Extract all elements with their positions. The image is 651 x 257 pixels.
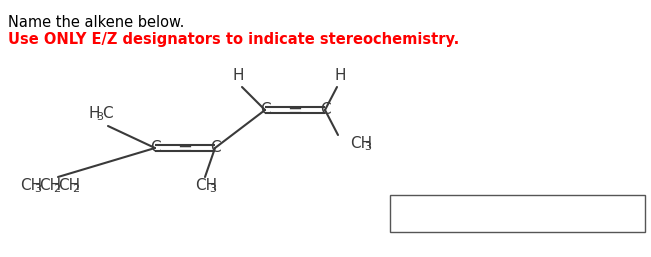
- Text: C: C: [150, 141, 160, 155]
- Bar: [390, 195, 645, 232]
- Text: CH: CH: [195, 178, 217, 192]
- Text: C: C: [210, 141, 220, 155]
- Text: Name the alkene below.: Name the alkene below.: [8, 15, 184, 30]
- Text: 3: 3: [34, 184, 41, 194]
- Text: Use ONLY E/Z designators to indicate stereochemistry.: Use ONLY E/Z designators to indicate ste…: [8, 32, 459, 47]
- Text: C: C: [260, 103, 270, 117]
- Text: H: H: [88, 106, 100, 122]
- Text: 3: 3: [96, 112, 103, 122]
- Text: H: H: [334, 68, 346, 82]
- Text: 2: 2: [53, 184, 60, 194]
- Text: C: C: [320, 103, 330, 117]
- Text: =: =: [178, 140, 193, 158]
- Text: 3: 3: [364, 142, 371, 152]
- Text: 3: 3: [209, 184, 216, 194]
- Text: CH: CH: [350, 135, 372, 151]
- Text: 2: 2: [72, 184, 79, 194]
- Text: =: =: [288, 102, 303, 120]
- Text: CH: CH: [58, 178, 80, 192]
- Text: CH: CH: [39, 178, 61, 192]
- Text: H: H: [232, 68, 243, 82]
- Text: CH: CH: [20, 178, 42, 192]
- Text: C: C: [102, 106, 113, 122]
